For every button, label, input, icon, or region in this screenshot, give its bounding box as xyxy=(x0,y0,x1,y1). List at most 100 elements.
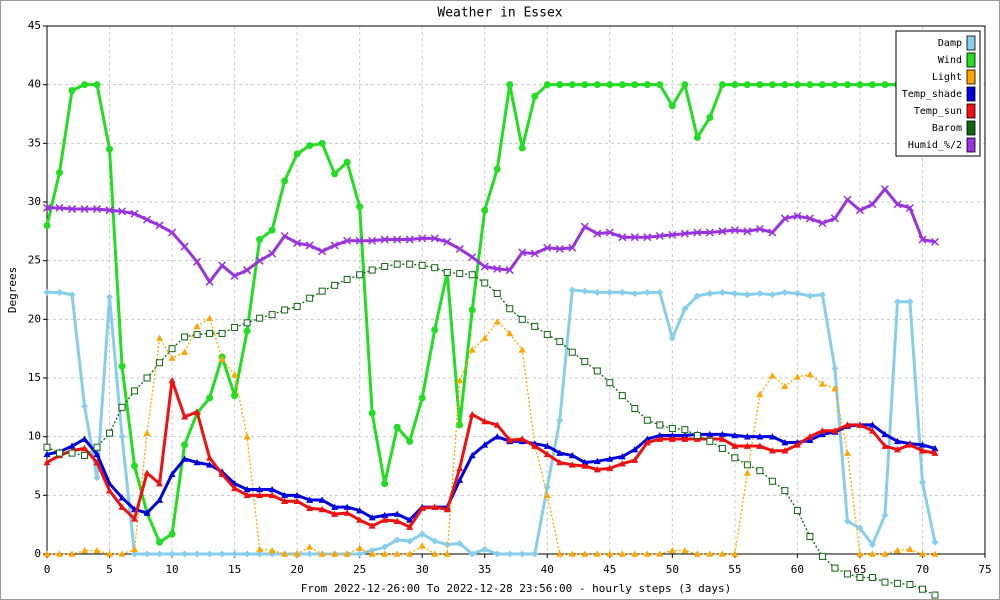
data-point xyxy=(606,464,614,472)
data-point xyxy=(156,480,164,487)
data-point xyxy=(568,348,576,356)
x-tick-label: 25 xyxy=(353,563,366,576)
data-point xyxy=(306,496,314,503)
data-point xyxy=(593,550,601,557)
data-point xyxy=(231,550,239,558)
data-point xyxy=(368,522,376,529)
data-point xyxy=(218,329,226,337)
data-point xyxy=(130,209,139,218)
data-point xyxy=(268,485,276,493)
data-point xyxy=(256,550,264,558)
data-point xyxy=(656,550,664,557)
data-point xyxy=(468,550,476,558)
data-point xyxy=(106,550,114,557)
data-point xyxy=(668,546,676,554)
data-point xyxy=(67,205,77,214)
data-point xyxy=(568,451,576,459)
y-tick-label: 5 xyxy=(34,488,41,501)
data-point xyxy=(231,392,239,400)
data-point xyxy=(756,442,764,449)
data-point xyxy=(218,261,227,270)
data-point xyxy=(881,550,889,557)
data-point xyxy=(143,429,151,436)
data-point xyxy=(668,230,677,239)
data-point xyxy=(768,447,776,454)
data-point xyxy=(631,446,639,453)
data-point xyxy=(843,570,851,578)
data-point xyxy=(168,376,176,384)
data-point xyxy=(606,550,614,557)
data-point xyxy=(431,503,439,510)
x-tick-label: 75 xyxy=(978,563,991,576)
data-point xyxy=(305,241,314,250)
data-point xyxy=(568,81,576,89)
data-point xyxy=(106,293,114,301)
data-point xyxy=(381,511,389,519)
data-point xyxy=(843,195,852,204)
data-point xyxy=(156,550,164,558)
legend-label: Light xyxy=(932,72,962,83)
data-point xyxy=(781,382,789,390)
data-point xyxy=(306,550,314,558)
data-point xyxy=(843,449,851,456)
data-point xyxy=(493,165,501,173)
data-point xyxy=(893,200,902,209)
data-point xyxy=(193,550,201,558)
data-point xyxy=(56,449,64,457)
data-point xyxy=(743,227,752,236)
data-point xyxy=(293,550,301,557)
data-point xyxy=(868,427,876,434)
data-point xyxy=(168,345,176,353)
data-point xyxy=(118,494,126,501)
data-point xyxy=(131,515,139,522)
data-point xyxy=(368,546,376,554)
data-point xyxy=(655,231,664,241)
data-point xyxy=(80,205,89,214)
x-tick-label: 20 xyxy=(291,563,304,576)
data-point xyxy=(81,402,89,410)
data-point xyxy=(868,550,876,557)
data-point xyxy=(356,507,364,514)
data-point xyxy=(918,447,926,454)
data-point xyxy=(793,373,801,380)
data-point xyxy=(618,453,626,460)
data-point xyxy=(268,226,276,234)
data-point xyxy=(756,390,764,398)
data-point xyxy=(356,550,364,558)
data-point xyxy=(243,485,251,493)
data-point xyxy=(843,517,851,525)
data-point xyxy=(93,443,101,451)
data-point xyxy=(281,491,289,499)
data-point xyxy=(881,511,889,519)
data-point xyxy=(443,541,451,549)
data-point xyxy=(218,355,226,363)
data-point xyxy=(256,314,264,322)
data-point xyxy=(756,81,764,89)
data-point xyxy=(643,288,651,296)
data-point xyxy=(893,437,901,445)
data-point xyxy=(605,228,614,237)
data-point xyxy=(43,450,51,458)
data-point xyxy=(693,431,701,439)
data-point xyxy=(868,81,876,89)
data-point xyxy=(618,81,626,89)
data-point xyxy=(830,214,839,223)
data-point xyxy=(818,430,826,438)
data-point xyxy=(706,550,714,557)
data-point xyxy=(756,290,764,298)
data-point xyxy=(718,288,726,296)
data-point xyxy=(581,358,589,366)
data-point xyxy=(556,458,564,466)
data-point xyxy=(518,315,526,323)
data-point xyxy=(556,338,564,346)
data-point xyxy=(206,461,214,468)
data-point xyxy=(343,509,351,516)
data-point xyxy=(468,410,476,418)
data-point xyxy=(543,450,551,458)
data-point xyxy=(393,423,401,431)
data-point xyxy=(181,455,189,462)
data-point xyxy=(180,242,189,251)
data-point xyxy=(856,81,864,89)
data-point xyxy=(481,545,489,553)
